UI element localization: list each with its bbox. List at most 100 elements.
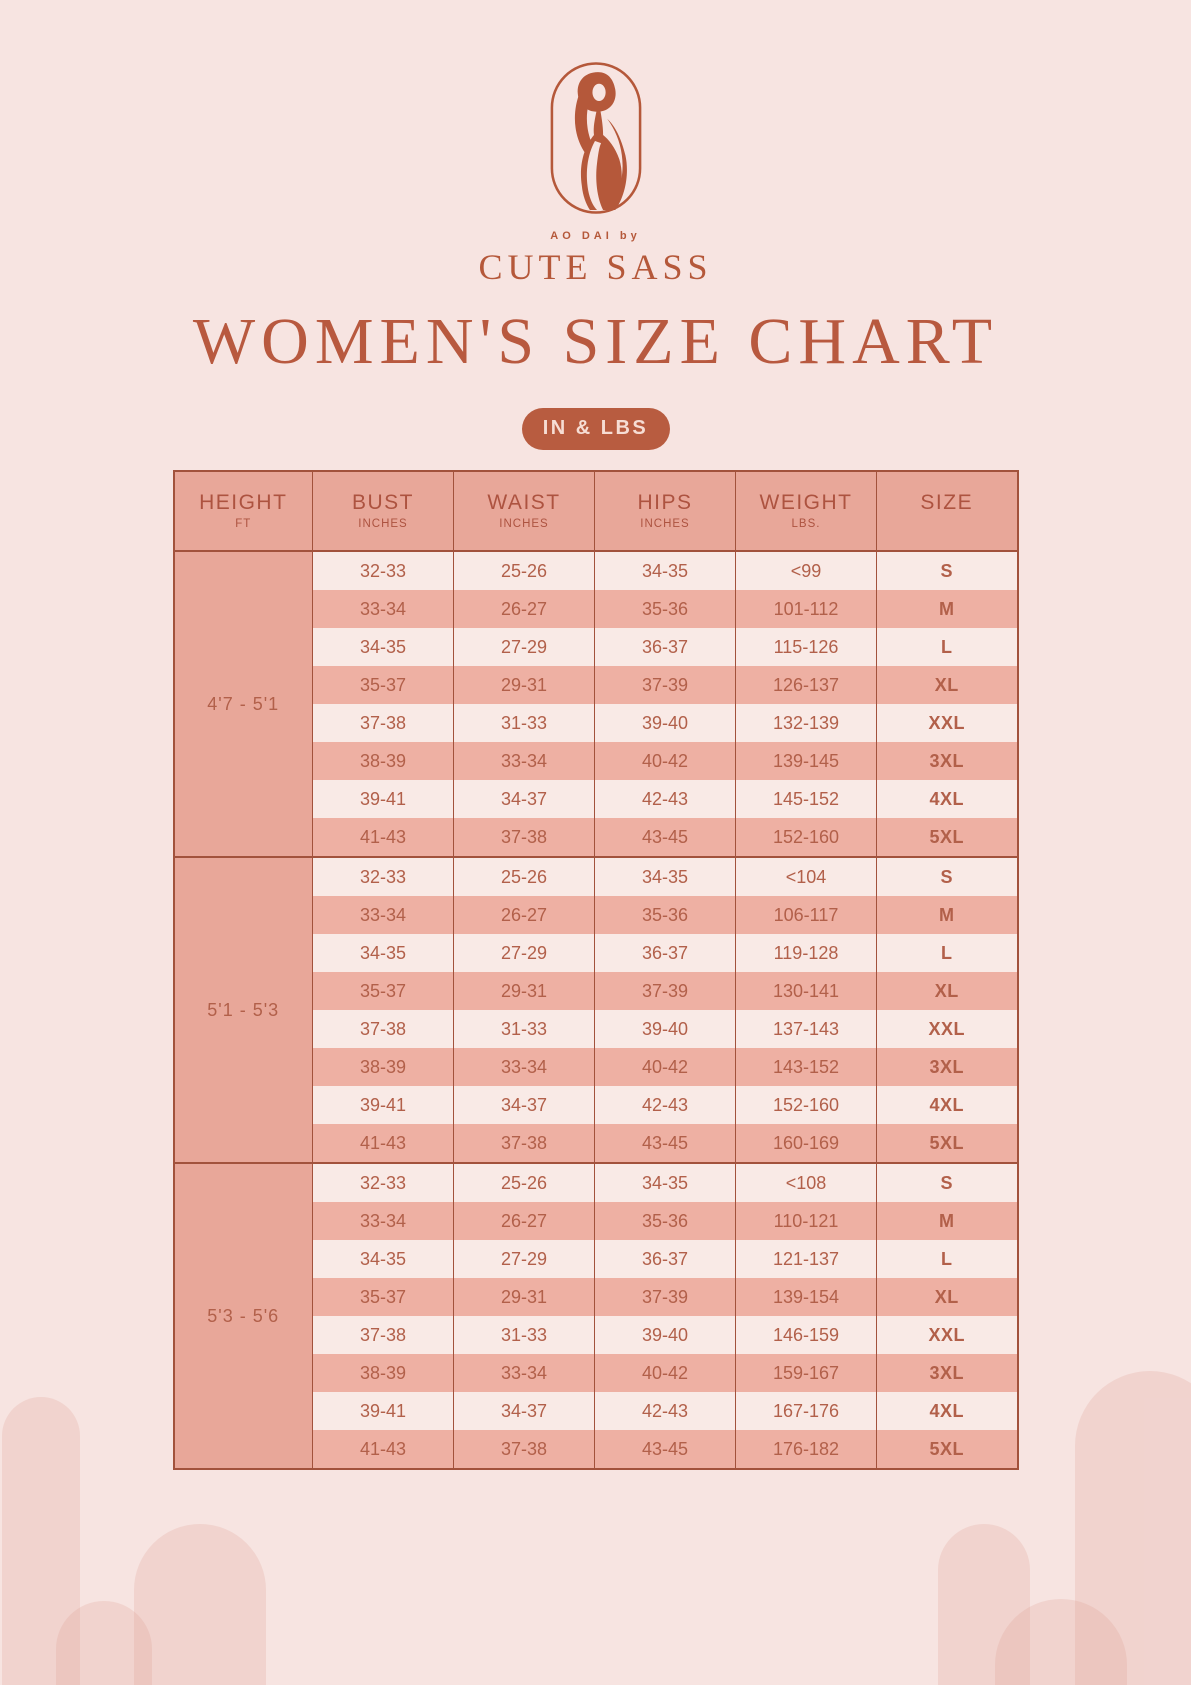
header-sub: FT [235,518,252,530]
size-value-cell: 3XL [876,1048,1018,1086]
measurement-cell: 106-117 [735,896,877,934]
size-value-cell: XL [876,972,1018,1010]
measurement-cell: <99 [735,550,877,590]
height-group-cell: 4'7 - 5'1 [173,550,313,857]
size-value-cell: XL [876,666,1018,704]
table-row: 33-34 26-27 35-36 101-112 M [174,590,1018,628]
measurement-cell: 37-38 [453,1124,595,1163]
measurement-cell: 29-31 [453,972,595,1010]
table-row: 33-34 26-27 35-36 106-117 M [174,896,1018,934]
measurement-cell: 35-36 [594,896,736,934]
measurement-cell: 34-35 [594,550,736,590]
measurement-cell: 42-43 [594,1086,736,1124]
measurement-cell: 115-126 [735,628,877,666]
measurement-cell: 145-152 [735,780,877,818]
table-row: 34-35 27-29 36-37 115-126 L [174,628,1018,666]
table-header-row: HEIGHT FT BUST INCHES WAIST INCHES HIPS … [173,471,1018,551]
measurement-cell: 36-37 [594,1240,736,1278]
measurement-cell: 26-27 [453,896,595,934]
table-row: 39-41 34-37 42-43 152-160 4XL [174,1086,1018,1124]
size-value-cell: L [876,934,1018,972]
size-value-cell: 5XL [876,1124,1018,1163]
table-row: 4'7 - 5'1 32-33 25-26 34-35 <99 S [173,550,1018,857]
table-row: 34-35 27-29 36-37 121-137 L [174,1240,1018,1278]
table-row: 34-35 27-29 36-37 119-128 L [174,934,1018,972]
measurement-cell: 121-137 [735,1240,877,1278]
header-hips: HIPS INCHES [594,471,736,551]
header-height: HEIGHT FT [173,471,313,551]
header-label: WEIGHT [759,491,853,514]
measurement-cell: 37-38 [312,1316,454,1354]
size-value-cell: S [876,856,1018,896]
measurement-cell: 37-39 [594,1278,736,1316]
size-value-cell: XXL [876,704,1018,742]
header-weight: WEIGHT LBS. [735,471,877,551]
measurement-cell: 43-45 [594,1430,736,1469]
measurement-cell: 31-33 [453,1316,595,1354]
size-value-cell: 4XL [876,1086,1018,1124]
table-row: 5'1 - 5'3 32-33 25-26 34-35 <104 S [173,856,1018,1163]
table-row: 35-37 29-31 37-39 139-154 XL [174,1278,1018,1316]
size-value-cell: XL [876,1278,1018,1316]
measurement-cell: 39-41 [312,1392,454,1430]
size-value-cell: XXL [876,1010,1018,1048]
table-row: 37-38 31-33 39-40 132-139 XXL [174,704,1018,742]
measurement-cell: 36-37 [594,934,736,972]
table-row: 38-39 33-34 40-42 159-167 3XL [174,1354,1018,1392]
size-value-cell: M [876,1202,1018,1240]
measurement-cell: 25-26 [453,1162,595,1202]
measurement-cell: 146-159 [735,1316,877,1354]
size-value-cell: XXL [876,1316,1018,1354]
measurement-cell: <104 [735,856,877,896]
table-row: 37-38 31-33 39-40 137-143 XXL [174,1010,1018,1048]
measurement-cell: 152-160 [735,1086,877,1124]
measurement-cell: 43-45 [594,1124,736,1163]
measurement-cell: 41-43 [312,1124,454,1163]
measurement-cell: 35-36 [594,590,736,628]
header-label: HIPS [637,491,693,514]
measurement-cell: 38-39 [312,742,454,780]
size-value-cell: 4XL [876,1392,1018,1430]
measurement-cell: 26-27 [453,1202,595,1240]
measurement-cell: 143-152 [735,1048,877,1086]
header-sub [877,518,1017,531]
measurement-cell: 39-40 [594,1316,736,1354]
header-sub: LBS. [791,518,821,530]
size-value-cell: 5XL [876,1430,1018,1469]
height-group-cell: 5'3 - 5'6 [173,1162,313,1469]
table-row: 41-43 37-38 43-45 176-182 5XL [174,1430,1018,1469]
measurement-cell: 40-42 [594,1048,736,1086]
measurement-cell: 160-169 [735,1124,877,1163]
measurement-cell: 41-43 [312,818,454,857]
measurement-cell: 38-39 [312,1354,454,1392]
measurement-cell: 39-40 [594,704,736,742]
measurement-cell: 39-41 [312,1086,454,1124]
measurement-cell: 38-39 [312,1048,454,1086]
measurement-cell: 34-35 [594,1162,736,1202]
arch-decoration [56,1601,152,1685]
measurement-cell: 31-33 [453,704,595,742]
brand-subtitle: AO DAI by [550,230,641,242]
measurement-cell: 39-40 [594,1010,736,1048]
measurement-cell: 40-42 [594,1354,736,1392]
measurement-cell: 130-141 [735,972,877,1010]
measurement-cell: 25-26 [453,550,595,590]
measurement-cell: 137-143 [735,1010,877,1048]
measurement-cell: 139-145 [735,742,877,780]
measurement-cell: 31-33 [453,1010,595,1048]
measurement-cell: 176-182 [735,1430,877,1469]
measurement-cell: 33-34 [312,896,454,934]
measurement-cell: <108 [735,1162,877,1202]
measurement-cell: 36-37 [594,628,736,666]
measurement-cell: 32-33 [312,550,454,590]
measurement-cell: 39-41 [312,780,454,818]
measurement-cell: 132-139 [735,704,877,742]
measurement-cell: 119-128 [735,934,877,972]
header-label: HEIGHT [199,491,288,514]
measurement-cell: 34-37 [453,1086,595,1124]
measurement-cell: 35-37 [312,666,454,704]
measurement-cell: 126-137 [735,666,877,704]
measurement-cell: 35-37 [312,1278,454,1316]
measurement-cell: 167-176 [735,1392,877,1430]
measurement-cell: 27-29 [453,1240,595,1278]
